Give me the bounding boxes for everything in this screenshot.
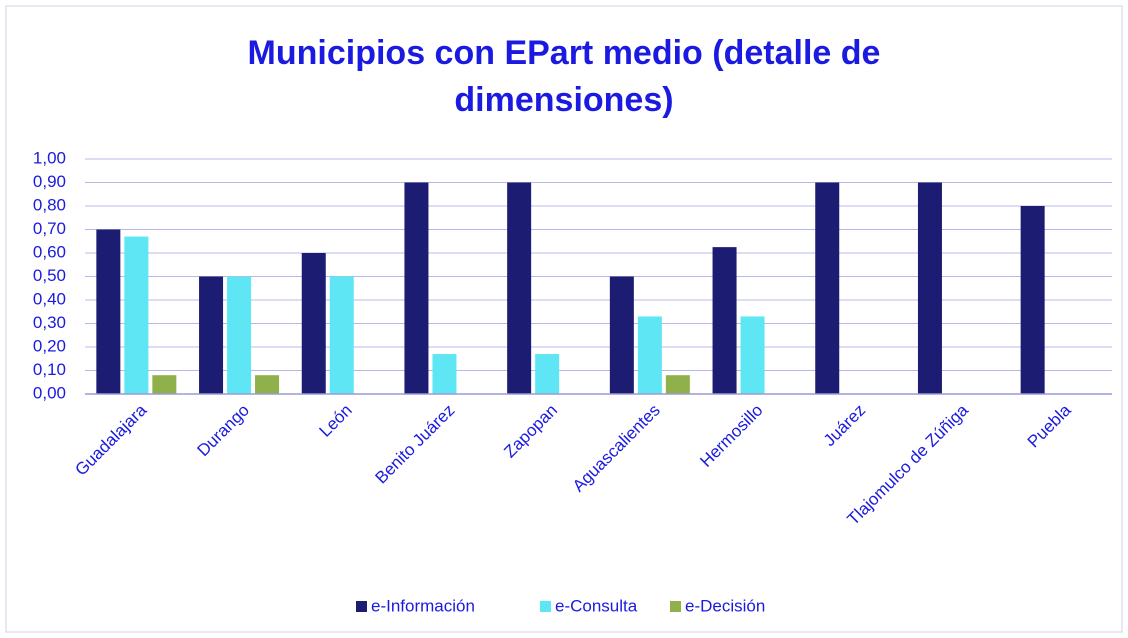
y-tick-label: 0,60 [33, 242, 66, 261]
y-tick-label: 0,10 [33, 360, 66, 379]
bar [152, 375, 177, 394]
bar [917, 182, 942, 394]
chart-title: Municipios con EPart medio (detalle de d… [247, 34, 881, 119]
bar [712, 247, 737, 394]
bar [637, 316, 662, 394]
bar [815, 182, 840, 394]
bar [96, 229, 121, 394]
bar [255, 375, 280, 394]
legend-label: e-Información [371, 596, 475, 615]
bar [609, 276, 634, 394]
bar [507, 182, 532, 394]
bar [535, 354, 560, 394]
legend-label: e-Decisión [685, 596, 765, 615]
legend-label: e-Consulta [555, 596, 638, 615]
bar [199, 276, 224, 394]
y-tick-label: 0,30 [33, 313, 66, 332]
bar [301, 253, 326, 394]
y-tick-label: 0,50 [33, 266, 66, 285]
bar [432, 354, 457, 394]
y-tick-label: 1,00 [33, 148, 66, 167]
bar [124, 236, 149, 394]
y-tick-label: 0,20 [33, 336, 66, 355]
y-tick-label: 0,70 [33, 219, 66, 238]
bar [329, 276, 354, 394]
bar [404, 182, 429, 394]
bar [1020, 206, 1045, 394]
y-tick-label: 0,80 [33, 195, 66, 214]
bar [740, 316, 765, 394]
bar [227, 276, 252, 394]
legend-swatch [670, 601, 681, 612]
bar [665, 375, 690, 394]
y-tick-label: 0,00 [33, 383, 66, 402]
y-tick-label: 0,40 [33, 289, 66, 308]
legend-swatch [540, 601, 551, 612]
y-tick-label: 0,90 [33, 172, 66, 191]
legend-swatch [356, 601, 367, 612]
